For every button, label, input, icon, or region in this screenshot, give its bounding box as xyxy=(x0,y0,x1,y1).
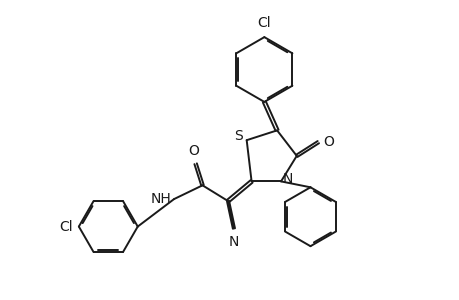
Text: N: N xyxy=(282,172,293,186)
Text: Cl: Cl xyxy=(59,220,73,234)
Text: NH: NH xyxy=(150,192,171,206)
Text: Cl: Cl xyxy=(257,16,270,30)
Text: O: O xyxy=(323,135,333,149)
Text: S: S xyxy=(234,129,242,143)
Text: N: N xyxy=(228,236,239,249)
Text: O: O xyxy=(188,144,199,158)
